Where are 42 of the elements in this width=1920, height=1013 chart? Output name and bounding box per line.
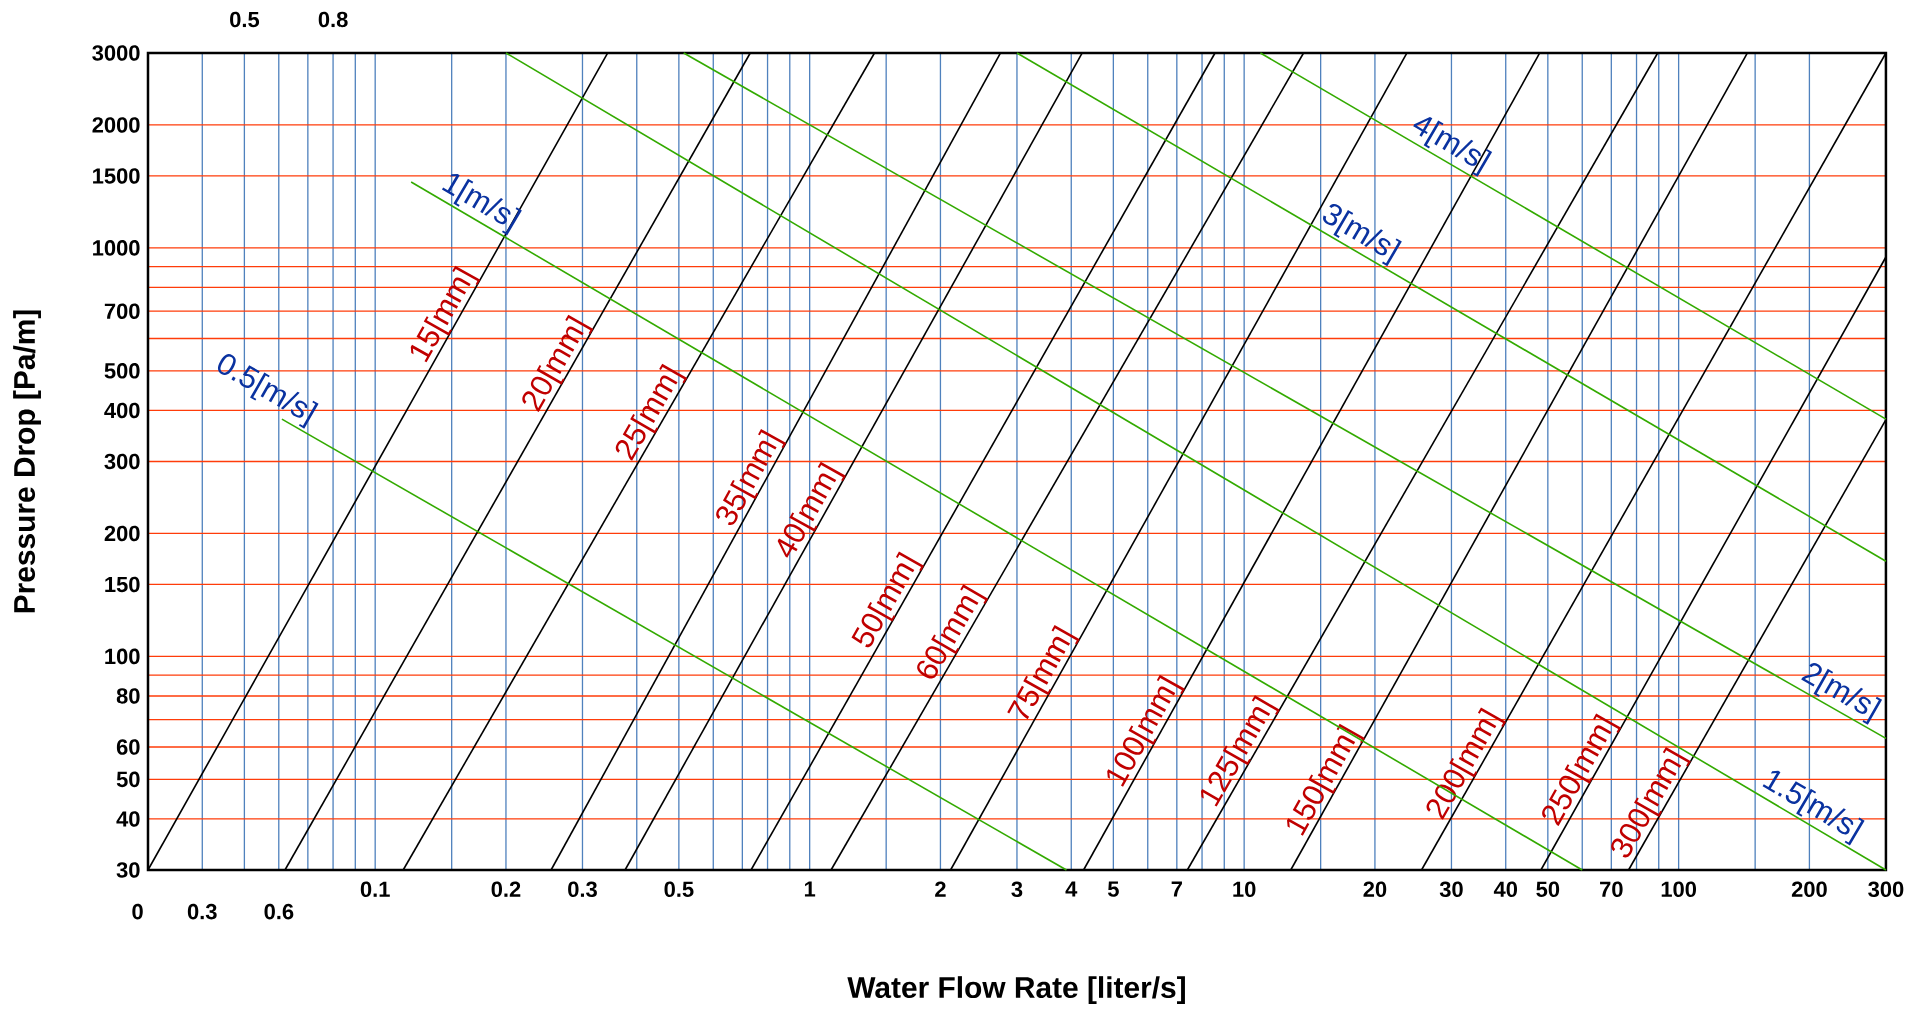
y-tick-label: 200 — [104, 525, 140, 542]
y-tick-label: 700 — [104, 303, 140, 319]
x-tick-label: 100 — [1661, 881, 1697, 898]
x-tick-label: 2 — [935, 881, 946, 897]
y-tick-label: 50 — [116, 771, 140, 788]
text: 0.6 — [264, 903, 294, 920]
y-tick-label: 1500 — [93, 168, 140, 184]
x-tick-label: 50 — [1536, 881, 1560, 898]
x-tick-label: 40 — [1493, 881, 1518, 898]
y-tick-label: 150 — [105, 576, 140, 593]
y-tick-label: 2000 — [92, 117, 140, 133]
x-tick-label: 10 — [1233, 881, 1256, 898]
y-tick-label: 80 — [116, 688, 140, 704]
x-tick-label: 7 — [1171, 881, 1182, 897]
x-tick-label: 0.3 — [568, 881, 597, 898]
y-tick-label: 40 — [116, 811, 140, 827]
text: 0 — [132, 903, 143, 920]
y-tick-label: 400 — [104, 402, 140, 419]
x-tick-label: 0.2 — [491, 881, 521, 898]
x-tick-label: 0.5 — [664, 881, 694, 898]
y-tick-label: 100 — [105, 648, 140, 665]
y-tick-label: 300 — [104, 453, 140, 470]
x-tick-label: 30 — [1439, 881, 1463, 898]
y-axis-title: Pressure Drop [Pa/m] — [13, 310, 41, 613]
x-tick-label: 4 — [1065, 881, 1078, 897]
text: 0.8 — [318, 11, 348, 28]
y-tick-label: 500 — [104, 363, 140, 379]
x-tick-label: 3 — [1011, 881, 1023, 898]
x-tick-label: 5 — [1107, 881, 1119, 897]
x-tick-label: 20 — [1363, 881, 1387, 898]
y-tick-label: 60 — [116, 739, 140, 755]
x-tick-label: 1 — [804, 881, 816, 897]
text: 0.5 — [230, 11, 260, 28]
text: 0.3 — [187, 903, 217, 920]
x-tick-label: 0.1 — [360, 881, 390, 898]
y-tick-label: 1000 — [93, 240, 140, 256]
x-axis-title: Water Flow Rate [liter/s] — [847, 976, 1185, 1005]
x-tick-label: 300 — [1868, 881, 1904, 898]
y-tick-label: 3000 — [92, 45, 140, 61]
x-tick-label: 200 — [1791, 881, 1827, 898]
x-tick-label: 70 — [1600, 881, 1623, 898]
y-tick-label: 30 — [116, 862, 140, 878]
